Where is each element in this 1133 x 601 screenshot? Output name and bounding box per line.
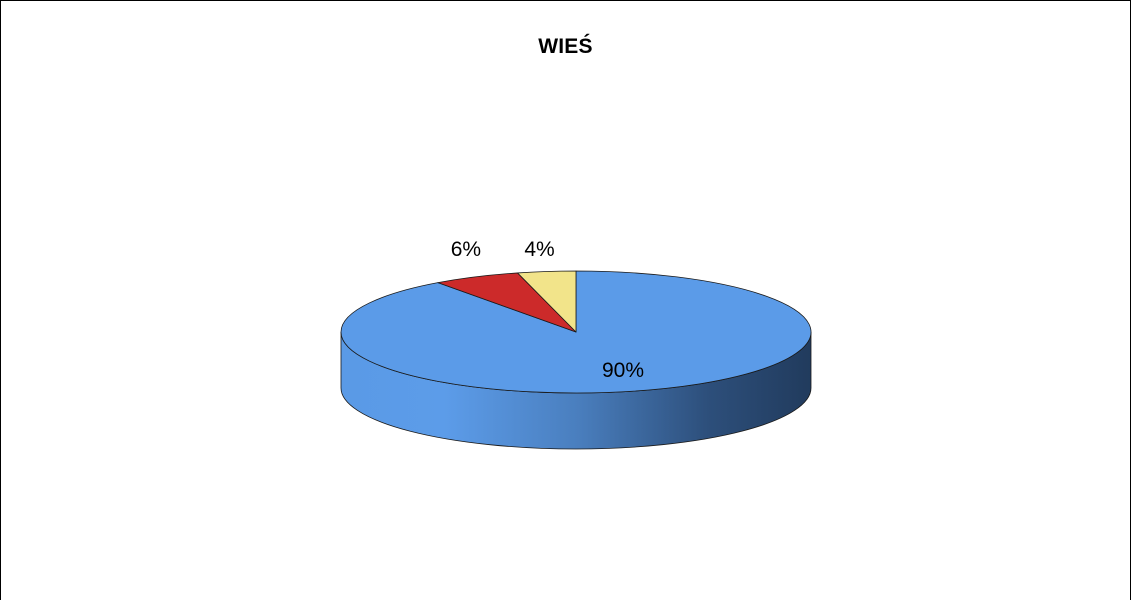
pie-labels-layer: 90% 6% 4% [451, 238, 644, 382]
data-label-4pct: 4% [524, 238, 554, 261]
data-label-6pct: 6% [451, 238, 481, 261]
pie-slice-4pct [517, 270, 577, 333]
chart-title: WIEŚ [538, 35, 593, 58]
pie-top-layer [340, 270, 812, 394]
data-label-90pct: 90% [602, 359, 644, 382]
